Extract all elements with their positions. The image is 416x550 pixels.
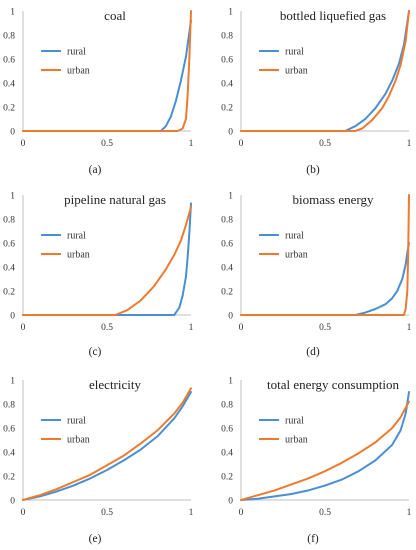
panel-caption: (d) — [306, 346, 320, 358]
y-tick-label: 0.4 — [221, 80, 233, 90]
x-tick-label: 0.5 — [319, 323, 331, 333]
x-tick-label: 0 — [239, 508, 244, 518]
legend-label-rural: rural — [285, 231, 304, 242]
chart-title: bottled liquefied gas — [280, 8, 386, 23]
y-tick-label: 0 — [228, 497, 233, 507]
y-tick-label: 0 — [10, 128, 15, 138]
y-tick-label: 0.2 — [221, 473, 233, 483]
legend-label-rural: rural — [67, 231, 86, 242]
y-tick-label: 0.4 — [221, 449, 233, 459]
legend-label-rural: rural — [67, 416, 86, 427]
series-line-urban — [240, 10, 410, 132]
series-line-urban — [22, 10, 192, 132]
x-tick-label: 1 — [407, 508, 412, 518]
chart-panel: 0 0.2 0.4 0.6 0.8 1 0 0.5 1 electricity rural urban… — [3, 377, 194, 546]
y-tick-label: 0.2 — [221, 104, 233, 114]
x-tick-label: 0.5 — [101, 139, 113, 149]
y-tick-label: 0.8 — [221, 216, 233, 226]
x-tick-label: 1 — [189, 508, 194, 518]
y-tick-label: 0 — [228, 128, 233, 138]
series-line-urban — [240, 194, 410, 316]
x-tick-label: 0 — [239, 139, 244, 149]
y-tick-label: 0.2 — [3, 473, 15, 483]
x-tick-label: 0 — [21, 508, 26, 518]
series-line-rural — [240, 10, 410, 132]
y-tick-label: 0.6 — [221, 240, 233, 250]
chart-panel: 0 0.2 0.4 0.6 0.8 1 0 0.5 1 pipeline natural gas r… — [3, 192, 194, 359]
y-tick-label: 1 — [10, 192, 15, 202]
series-line-rural — [22, 391, 192, 501]
panel-caption: (c) — [89, 346, 102, 358]
legend-label-rural: rural — [285, 416, 304, 427]
legend-label-rural: rural — [285, 47, 304, 58]
series-line-rural — [22, 19, 192, 132]
y-tick-label: 0.8 — [221, 401, 233, 411]
y-tick-label: 0.6 — [221, 425, 233, 435]
chart-title: pipeline natural gas — [64, 192, 166, 207]
y-tick-label: 1 — [10, 8, 15, 18]
x-tick-label: 1 — [407, 323, 412, 333]
legend-label-urban: urban — [67, 435, 90, 446]
x-tick-label: 0.5 — [319, 508, 331, 518]
series-line-rural — [240, 242, 410, 316]
legend-label-urban: urban — [285, 435, 308, 446]
x-tick-label: 0.5 — [101, 323, 113, 333]
chart-panel: 0 0.2 0.4 0.6 0.8 1 0 0.5 1 total energy consumpt… — [221, 377, 412, 546]
panel-caption: (b) — [306, 164, 320, 176]
chart-panel: 0 0.2 0.4 0.6 0.8 1 0 0.5 1 biomass energy rural ur… — [221, 192, 412, 359]
chart-title: coal — [104, 8, 126, 23]
y-tick-label: 0.8 — [3, 32, 15, 42]
series-line-urban — [22, 206, 192, 316]
series-line-rural — [240, 391, 410, 501]
y-tick-label: 0 — [10, 312, 15, 322]
x-tick-label: 1 — [189, 323, 194, 333]
x-tick-label: 0.5 — [101, 508, 113, 518]
legend-label-urban: urban — [285, 250, 308, 261]
y-tick-label: 0.2 — [3, 288, 15, 298]
y-tick-label: 1 — [228, 192, 233, 202]
x-tick-label: 1 — [189, 139, 194, 149]
legend-label-urban: urban — [67, 250, 90, 261]
series-line-urban — [22, 387, 192, 501]
chart-title: total energy consumption — [267, 377, 399, 392]
y-tick-label: 0.8 — [221, 32, 233, 42]
y-tick-label: 0.2 — [221, 288, 233, 298]
y-tick-label: 0.4 — [3, 264, 15, 274]
series-line-urban — [240, 400, 410, 501]
y-tick-label: 0 — [228, 312, 233, 322]
y-tick-label: 0.6 — [3, 56, 15, 66]
y-tick-label: 0.6 — [3, 240, 15, 250]
chart-title: biomass energy — [293, 192, 374, 207]
y-tick-label: 0.4 — [3, 80, 15, 90]
y-tick-label: 0.6 — [221, 56, 233, 66]
chart-title: electricity — [89, 377, 141, 392]
y-tick-label: 1 — [228, 377, 233, 387]
x-tick-label: 1 — [407, 139, 412, 149]
y-tick-label: 0.6 — [3, 425, 15, 435]
y-tick-label: 0.4 — [221, 264, 233, 274]
panel-caption: (f) — [307, 533, 319, 545]
y-tick-label: 0 — [10, 497, 15, 507]
legend-label-rural: rural — [67, 47, 86, 58]
y-tick-label: 1 — [10, 377, 15, 387]
panel-caption: (a) — [89, 164, 102, 176]
x-tick-label: 0 — [21, 323, 26, 333]
x-tick-label: 0.5 — [319, 139, 331, 149]
x-tick-label: 0 — [21, 139, 26, 149]
y-tick-label: 0.2 — [3, 104, 15, 114]
y-tick-label: 0.8 — [3, 216, 15, 226]
series-line-rural — [22, 202, 192, 316]
legend-label-urban: urban — [285, 66, 308, 77]
y-tick-label: 0.8 — [3, 401, 15, 411]
panel-caption: (e) — [89, 533, 102, 545]
x-tick-label: 0 — [239, 323, 244, 333]
y-tick-label: 1 — [228, 8, 233, 18]
chart-panel: 0 0.2 0.4 0.6 0.8 1 0 0.5 1 bottled liquefied gas… — [221, 8, 412, 177]
chart-panel: 0 0.2 0.4 0.6 0.8 1 0 0.5 1 coal rural urban (a) — [3, 8, 194, 177]
y-tick-label: 0.4 — [3, 449, 15, 459]
legend-label-urban: urban — [67, 66, 90, 77]
